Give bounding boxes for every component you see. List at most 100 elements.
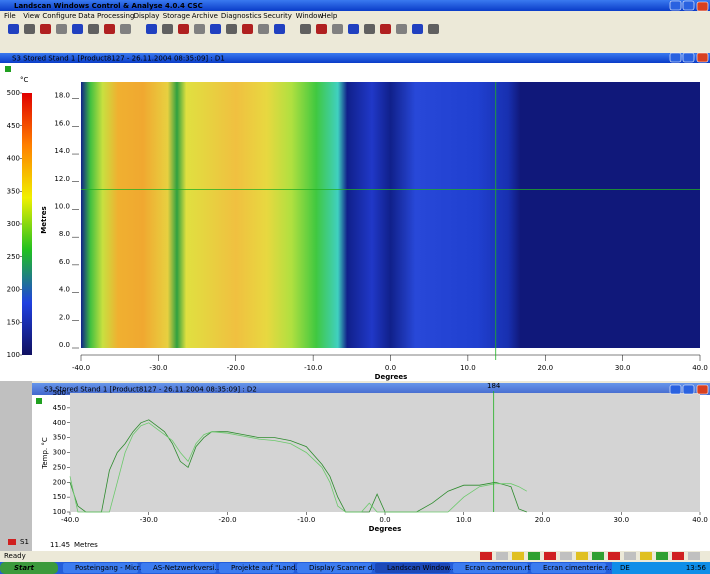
y-tick-label: 400 (53, 419, 66, 427)
cursor-value: 184 (487, 382, 501, 390)
taskbar-item[interactable] (63, 563, 138, 573)
start-button[interactable] (0, 562, 58, 574)
mdi-tab[interactable]: S1 (20, 538, 29, 546)
language: DE (620, 564, 630, 572)
status-icon (560, 552, 572, 560)
toolbar-button[interactable] (72, 24, 83, 34)
heatmap (81, 82, 700, 348)
taskbar-item[interactable] (141, 563, 216, 573)
toolbar-button[interactable] (104, 24, 115, 34)
menu-item[interactable]: View (23, 12, 40, 20)
toolbar-button[interactable] (242, 24, 253, 34)
toolbar-button[interactable] (146, 24, 157, 34)
taskbar-item[interactable] (219, 563, 294, 573)
status-icon (576, 552, 588, 560)
taskbar-item[interactable] (453, 563, 528, 573)
toolbar-button[interactable] (316, 24, 327, 34)
menu-item[interactable]: Diagnostics (221, 12, 262, 20)
status-icon (640, 552, 652, 560)
x-axis-label: Degrees (369, 525, 402, 533)
x-tick-label: 10.0 (460, 364, 476, 372)
x-tick-label: 40.0 (692, 516, 708, 524)
toolbar-button[interactable] (88, 24, 99, 34)
menu-item[interactable]: Data Processing (78, 12, 134, 20)
clock: 13:56 (686, 564, 707, 572)
toolbar-button[interactable] (194, 24, 205, 34)
x-tick-label: -20.0 (218, 516, 236, 524)
status-text: Ready (4, 552, 26, 560)
window2-title-bar[interactable] (32, 383, 710, 395)
title-bar (0, 0, 710, 11)
mdi-area (0, 381, 32, 551)
y-axis-label: Metres (40, 206, 48, 233)
toolbar-button[interactable] (56, 24, 67, 34)
toolbar-button[interactable] (178, 24, 189, 34)
toolbar-button[interactable] (396, 24, 407, 34)
toolbar-button[interactable] (274, 24, 285, 34)
y-tick-label: 250 (53, 463, 66, 471)
menu-item[interactable]: File (4, 12, 16, 20)
window-button[interactable] (696, 1, 709, 12)
status-icon (496, 552, 508, 560)
toolbar-button[interactable] (24, 24, 35, 34)
toolbar-button[interactable] (40, 24, 51, 34)
toolbar-button[interactable] (226, 24, 237, 34)
cursor-position: 11.45 (50, 541, 70, 549)
toolbar-button[interactable] (348, 24, 359, 34)
window-button[interactable] (682, 384, 695, 395)
y-tick-label: 500 (53, 389, 66, 397)
toolbar-button[interactable] (258, 24, 269, 34)
window-button[interactable] (696, 52, 709, 63)
x-tick-label: 40.0 (692, 364, 708, 372)
menu-item[interactable]: Display (134, 12, 160, 20)
toolbar-button[interactable] (300, 24, 311, 34)
y-tick-label: 300 (53, 449, 66, 457)
toolbar-button[interactable] (428, 24, 439, 34)
menu-item[interactable]: Help (321, 12, 338, 20)
x-axis-label: Degrees (375, 373, 408, 381)
window-button[interactable] (669, 52, 682, 63)
toolbar-button[interactable] (162, 24, 173, 34)
x-tick-label: 30.0 (615, 364, 631, 372)
window-button[interactable] (682, 52, 695, 63)
toolbar-button[interactable] (412, 24, 423, 34)
window-button[interactable] (682, 0, 695, 11)
start-label[interactable]: Start (14, 564, 35, 572)
menu-item[interactable]: Archive (192, 12, 218, 20)
x-tick-label: -20.0 (227, 364, 245, 372)
mdi-icon (8, 539, 16, 545)
status-icon (592, 552, 604, 560)
window-title: S3 Stored Stand 1 [Product8127 - 26.11.2… (12, 55, 225, 63)
window-button[interactable] (669, 384, 682, 395)
scale-tick-label: 150 (7, 318, 20, 326)
temperature-line (69, 422, 527, 513)
menu-item[interactable]: Storage (163, 12, 190, 20)
taskbar-item[interactable] (531, 563, 606, 573)
status-icon (656, 552, 668, 560)
toolbar-button[interactable] (332, 24, 343, 34)
x-tick-label: 30.0 (613, 516, 629, 524)
toolbar-button[interactable] (8, 24, 19, 34)
menu-item[interactable]: Configure (42, 12, 76, 20)
taskbar-label: Landscan Window... (387, 564, 456, 572)
temperature-line (69, 419, 527, 513)
taskbar-label: Ecran cameroun.rt... (465, 564, 537, 572)
toolbar-button[interactable] (380, 24, 391, 34)
taskbar-item[interactable] (375, 563, 450, 573)
window-button[interactable] (696, 384, 709, 395)
taskbar-item[interactable] (297, 563, 372, 573)
toolbar-button[interactable] (364, 24, 375, 34)
scale-tick-label: 100 (7, 351, 20, 359)
status-icon (688, 552, 700, 560)
window-button[interactable] (669, 0, 682, 11)
toolbar-button[interactable] (210, 24, 221, 34)
window1-title-bar[interactable] (0, 53, 710, 63)
y-tick-label: 18.0 (54, 92, 70, 100)
status-icon (608, 552, 620, 560)
menu-item[interactable]: Window (296, 12, 324, 20)
menu-item[interactable]: Security (263, 12, 292, 20)
taskbar-label: Projekte auf "Land... (231, 564, 302, 572)
color-scale (22, 93, 32, 355)
toolbar-button[interactable] (120, 24, 131, 34)
y-axis-label: Temp. °C (41, 437, 49, 470)
